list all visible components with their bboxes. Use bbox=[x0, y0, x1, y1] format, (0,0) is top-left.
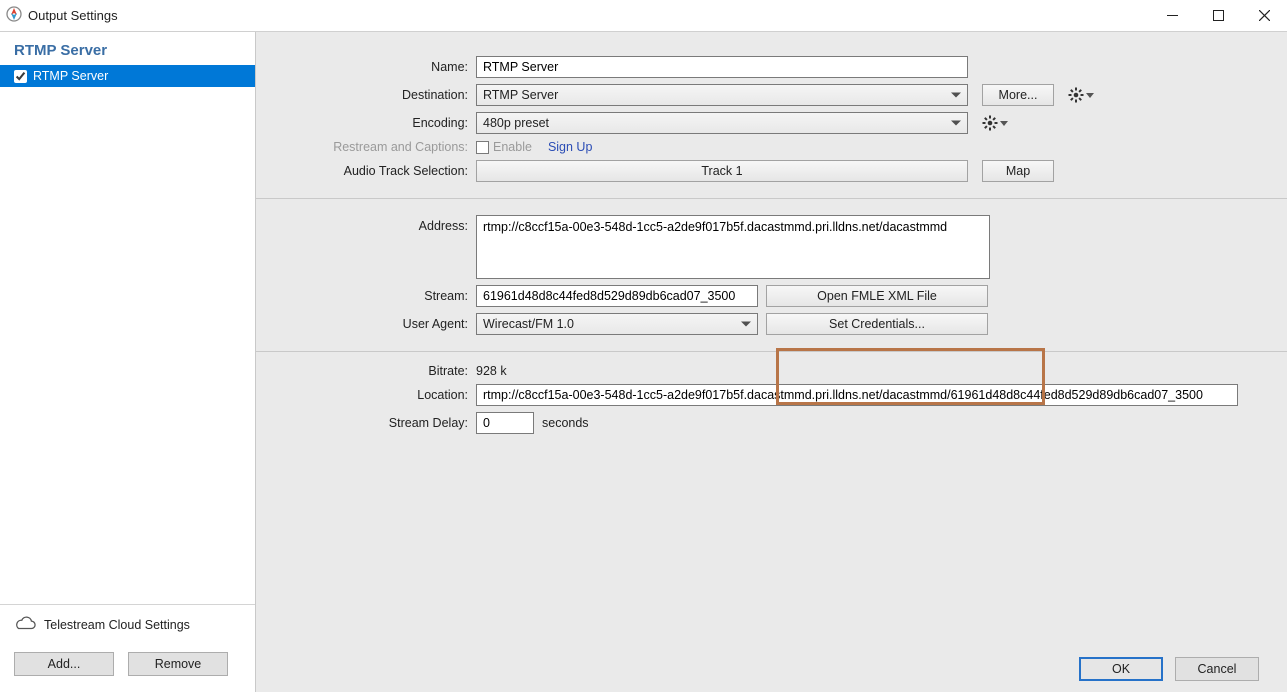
chevron-down-icon bbox=[951, 121, 961, 126]
name-input[interactable] bbox=[476, 56, 968, 78]
destination-more-button[interactable]: More... bbox=[982, 84, 1054, 106]
remove-button-label: Remove bbox=[155, 657, 202, 671]
destination-select[interactable]: RTMP Server bbox=[476, 84, 968, 106]
stream-input[interactable] bbox=[476, 285, 758, 307]
cancel-button[interactable]: Cancel bbox=[1175, 657, 1259, 681]
cloud-settings-link[interactable]: Telestream Cloud Settings bbox=[14, 615, 241, 634]
location-input[interactable] bbox=[476, 384, 1238, 406]
stream-delay-input[interactable] bbox=[476, 412, 534, 434]
bitrate-value: 928 k bbox=[476, 364, 507, 378]
destination-value: RTMP Server bbox=[483, 88, 558, 102]
encoding-select[interactable]: 480p preset bbox=[476, 112, 968, 134]
stream-label: Stream: bbox=[256, 289, 476, 303]
maximize-button[interactable] bbox=[1195, 0, 1241, 32]
sidebar-header: RTMP Server bbox=[0, 32, 255, 65]
encoding-gear-menu[interactable] bbox=[982, 115, 1008, 131]
add-button-label: Add... bbox=[48, 657, 81, 671]
address-label: Address: bbox=[256, 215, 476, 233]
restream-label: Restream and Captions: bbox=[256, 140, 476, 154]
chevron-down-icon bbox=[741, 322, 751, 327]
restream-enable-checkbox[interactable] bbox=[476, 141, 489, 154]
add-button[interactable]: Add... bbox=[14, 652, 114, 676]
restream-enable-label: Enable bbox=[493, 140, 532, 154]
sidebar-list: RTMP Server bbox=[0, 65, 255, 87]
window-title: Output Settings bbox=[28, 8, 118, 23]
bitrate-label: Bitrate: bbox=[256, 364, 476, 378]
main-panel: Name: Destination: RTMP Server More... bbox=[256, 32, 1287, 692]
sidebar-item-checkbox[interactable] bbox=[14, 70, 27, 83]
encoding-label: Encoding: bbox=[256, 116, 476, 130]
chevron-down-icon bbox=[951, 93, 961, 98]
audio-track-value[interactable]: Track 1 bbox=[476, 160, 968, 182]
user-agent-select[interactable]: Wirecast/FM 1.0 bbox=[476, 313, 758, 335]
encoding-value: 480p preset bbox=[483, 116, 549, 130]
window-controls bbox=[1149, 0, 1287, 32]
caret-down-icon bbox=[1086, 93, 1094, 98]
output-settings-window: Output Settings RTMP Server RTMP Server bbox=[0, 0, 1287, 692]
cancel-button-label: Cancel bbox=[1198, 662, 1237, 676]
name-label: Name: bbox=[256, 60, 476, 74]
user-agent-value: Wirecast/FM 1.0 bbox=[483, 317, 574, 331]
destination-label: Destination: bbox=[256, 88, 476, 102]
set-credentials-button[interactable]: Set Credentials... bbox=[766, 313, 988, 335]
titlebar: Output Settings bbox=[0, 0, 1287, 32]
remove-button[interactable]: Remove bbox=[128, 652, 228, 676]
stream-delay-label: Stream Delay: bbox=[256, 416, 476, 430]
ok-button[interactable]: OK bbox=[1079, 657, 1163, 681]
close-button[interactable] bbox=[1241, 0, 1287, 32]
user-agent-label: User Agent: bbox=[256, 317, 476, 331]
sidebar: RTMP Server RTMP Server Telestream Cloud… bbox=[0, 32, 256, 692]
open-fmle-button[interactable]: Open FMLE XML File bbox=[766, 285, 988, 307]
open-fmle-label: Open FMLE XML File bbox=[817, 289, 937, 303]
stream-delay-unit: seconds bbox=[542, 416, 589, 430]
sidebar-footer: Telestream Cloud Settings Add... Remove bbox=[0, 604, 255, 692]
sidebar-item-label: RTMP Server bbox=[33, 69, 108, 83]
sidebar-item-rtmp-server[interactable]: RTMP Server bbox=[0, 65, 255, 87]
caret-down-icon bbox=[1000, 121, 1008, 126]
dialog-footer: OK Cancel bbox=[256, 646, 1287, 692]
audio-map-label: Map bbox=[1006, 164, 1030, 178]
audio-track-text: Track 1 bbox=[701, 164, 742, 178]
restream-signup-link[interactable]: Sign Up bbox=[548, 140, 592, 154]
minimize-button[interactable] bbox=[1149, 0, 1195, 32]
set-credentials-label: Set Credentials... bbox=[829, 317, 925, 331]
address-input[interactable] bbox=[476, 215, 990, 279]
destination-more-label: More... bbox=[999, 88, 1038, 102]
location-label: Location: bbox=[256, 388, 476, 402]
app-icon bbox=[6, 6, 22, 25]
ok-button-label: OK bbox=[1112, 662, 1130, 676]
audio-track-label: Audio Track Selection: bbox=[256, 164, 476, 178]
audio-map-button[interactable]: Map bbox=[982, 160, 1054, 182]
destination-gear-menu[interactable] bbox=[1068, 87, 1094, 103]
cloud-icon bbox=[14, 615, 36, 634]
cloud-settings-label: Telestream Cloud Settings bbox=[44, 618, 190, 632]
